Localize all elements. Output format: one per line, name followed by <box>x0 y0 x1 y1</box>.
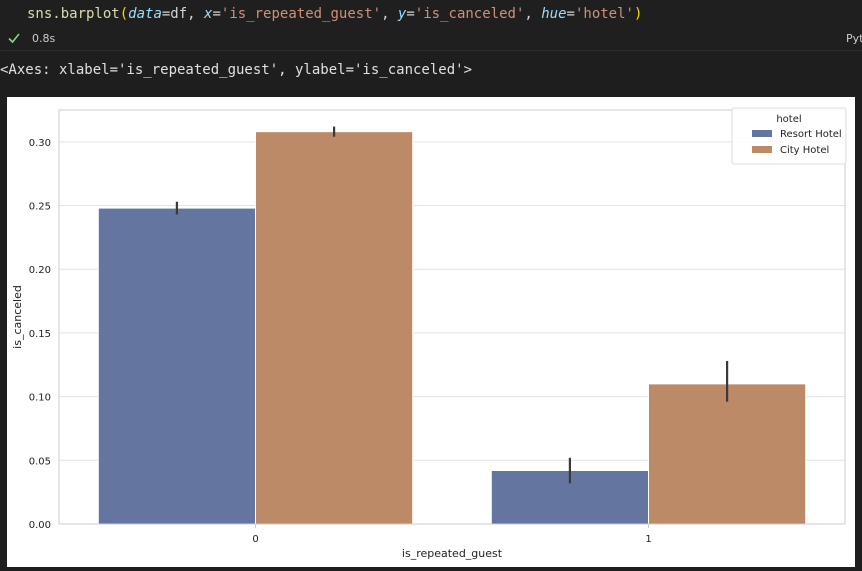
execution-time: 0.8s <box>32 32 56 45</box>
y-tick-label: 0.00 <box>29 520 51 531</box>
legend-title: hotel <box>776 114 801 125</box>
code-eq-x: = <box>212 6 221 22</box>
code-sep-2: , <box>381 6 398 22</box>
code-cell[interactable]: sns.barplot(data=df, x='is_repeated_gues… <box>0 0 862 28</box>
code-eq-y: = <box>406 6 415 22</box>
bar-city-hotel-0 <box>255 131 414 525</box>
code-kw-x: x <box>204 6 213 22</box>
bars-layer <box>97 131 807 525</box>
x-axis-label: is_repeated_guest <box>402 547 503 560</box>
errorbar-layer <box>175 126 729 484</box>
legend-swatch <box>752 130 772 137</box>
code-str-y: 'is_canceled' <box>414 6 525 22</box>
legend-entry-label: Resort Hotel <box>780 129 842 140</box>
bar-resort-hotel-0 <box>97 207 256 525</box>
code-str-hue: 'hotel' <box>574 6 634 22</box>
code-close-paren: ) <box>633 6 643 22</box>
check-icon <box>8 33 20 44</box>
code-kw-hue: hue <box>541 6 567 22</box>
code-open-paren: ( <box>119 6 129 22</box>
cell-status-bar: 0.8s Python <box>0 28 862 51</box>
code-str-x: 'is_repeated_guest' <box>220 6 382 22</box>
code-sep-3: , <box>524 6 542 22</box>
code-eq-df: =df, <box>161 6 205 22</box>
y-tick-label: 0.20 <box>29 265 51 276</box>
x-tick-label: 1 <box>645 534 651 545</box>
axes-frame <box>58 109 846 525</box>
y-tick-label: 0.15 <box>29 329 51 340</box>
kernel-language-label[interactable]: Python <box>846 32 862 45</box>
y-tick-label: 0.10 <box>29 393 51 404</box>
y-ticks: 0.00 0.05 0.10 0.15 0.20 0.25 0.30 <box>29 138 51 531</box>
y-tick-label: 0.05 <box>29 456 51 467</box>
code-kw-data: data <box>128 6 162 22</box>
legend: hotel Resort Hotel City Hotel <box>731 107 847 165</box>
code-line[interactable]: sns.barplot(data=df, x='is_repeated_gues… <box>27 6 642 22</box>
bar-city-hotel-1 <box>648 383 807 525</box>
y-tick-label: 0.25 <box>29 202 51 213</box>
x-tick-label: 0 <box>252 534 258 545</box>
code-eq-hue: = <box>566 6 575 22</box>
y-axis-label: is_canceled <box>11 285 24 349</box>
code-kw-y: y <box>397 6 407 22</box>
legend-swatch <box>752 146 772 153</box>
code-fn: sns.barplot <box>27 6 120 22</box>
output-repr: <Axes: xlabel='is_repeated_guest', ylabe… <box>0 62 473 78</box>
legend-entry-label: City Hotel <box>780 145 829 156</box>
y-tick-label: 0.30 <box>29 138 51 149</box>
